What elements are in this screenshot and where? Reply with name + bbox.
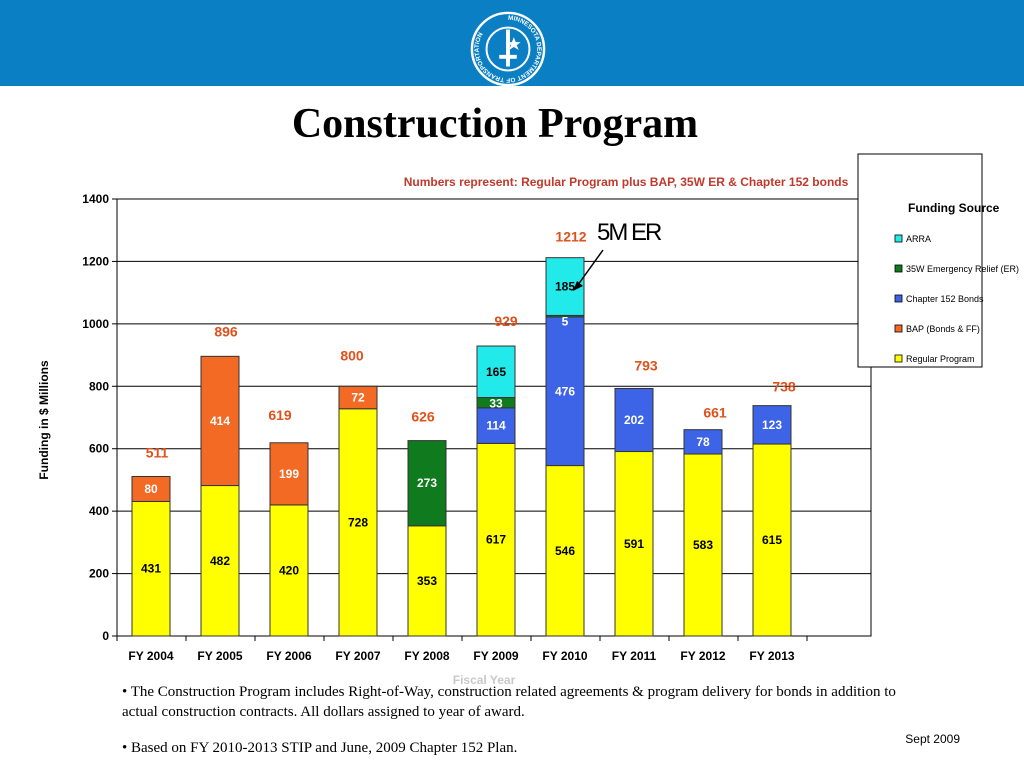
legend-swatch — [894, 294, 903, 303]
total-label: 929 — [494, 313, 518, 329]
bar-segment — [338, 385, 378, 410]
footnote-2: • Based on FY 2010-2013 STIP and June, 2… — [122, 740, 518, 756]
data-label: 165 — [486, 365, 506, 379]
data-label: 33 — [489, 397, 503, 411]
data-label: 199 — [279, 467, 299, 481]
date-stamp: Sept 2009 — [905, 732, 960, 746]
legend-swatch — [894, 264, 903, 273]
data-label: 476 — [555, 384, 575, 398]
bar-segment — [545, 316, 585, 467]
bar-segment — [131, 500, 171, 637]
total-label: 738 — [772, 379, 796, 395]
legend-entry: 35W Emergency Relief (ER) — [906, 264, 1019, 274]
bar-segment — [683, 429, 723, 455]
legend-box — [857, 153, 983, 368]
total-label: 661 — [703, 405, 727, 421]
bar-segment — [131, 475, 171, 502]
y-axis-label: Funding in $ Millions — [37, 360, 51, 480]
bar-segment — [476, 407, 516, 444]
total-label: 1212 — [555, 229, 586, 245]
data-label: 546 — [555, 544, 575, 558]
y-tick-label: 0 — [102, 629, 109, 643]
data-label: 431 — [141, 562, 161, 576]
chart-subtitle: Numbers represent: Regular Program plus … — [404, 175, 849, 189]
footnote-1: • The Construction Program includes Righ… — [122, 684, 896, 720]
data-label: 615 — [762, 533, 782, 547]
data-label: 728 — [348, 515, 368, 529]
data-label: 482 — [210, 554, 230, 568]
bar-segment — [752, 405, 792, 445]
bar-segment — [200, 485, 240, 637]
y-tick-label: 200 — [89, 567, 109, 581]
y-tick-label: 1200 — [82, 254, 109, 268]
bar-segment — [683, 453, 723, 637]
data-label: 78 — [696, 435, 710, 449]
annotation-arrowhead — [573, 281, 583, 291]
total-label: 511 — [146, 444, 169, 460]
legend-swatch — [894, 324, 903, 333]
legend-entry: ARRA — [906, 234, 931, 244]
data-label: 123 — [762, 418, 782, 432]
bar-segment — [614, 451, 654, 637]
bar-segment — [476, 345, 516, 399]
total-label: 800 — [340, 347, 364, 363]
y-tick-label: 1000 — [82, 317, 109, 331]
x-tick-label: FY 2007 — [335, 649, 380, 663]
total-label: 793 — [634, 357, 658, 373]
legend-swatch — [894, 234, 903, 243]
y-tick-label: 400 — [89, 504, 109, 518]
x-tick-label: FY 2004 — [128, 649, 173, 663]
data-label: 80 — [144, 482, 158, 496]
data-label: 273 — [417, 476, 437, 490]
data-label: 414 — [210, 414, 230, 428]
x-tick-label: FY 2011 — [612, 649, 657, 663]
total-label: 626 — [411, 409, 435, 425]
y-tick-label: 800 — [89, 379, 109, 393]
bar-segment — [407, 525, 447, 637]
annotation-text: 5M ER — [597, 219, 662, 246]
bar-segment — [407, 440, 447, 527]
legend-entry: BAP (Bonds & FF) — [906, 324, 980, 334]
x-tick-label: FY 2009 — [473, 649, 518, 663]
total-label: 896 — [214, 323, 238, 339]
bar-segment — [269, 504, 309, 637]
footnotes: • The Construction Program includes Righ… — [122, 682, 902, 774]
data-label: 583 — [693, 538, 713, 552]
x-tick-label: FY 2008 — [404, 649, 449, 663]
legend-entry: Chapter 152 Bonds — [906, 294, 984, 304]
x-tick-label: FY 2006 — [266, 649, 311, 663]
x-tick-label: FY 2010 — [542, 649, 587, 663]
page-title: Construction Program — [291, 101, 699, 147]
bar-segment — [338, 408, 378, 637]
data-label: 420 — [279, 563, 299, 577]
data-label: 72 — [351, 391, 365, 405]
x-axis-label: Fiscal Year — [453, 673, 516, 687]
x-tick-label: FY 2005 — [197, 649, 242, 663]
legend-entry: Regular Program — [906, 354, 975, 364]
annotation-arrow — [574, 249, 604, 290]
bar-segment — [200, 355, 240, 487]
x-tick-label: FY 2013 — [749, 649, 794, 663]
mndot-logo: MINNESOTA DEPARTMENT OF TRANSPORTATION — [470, 11, 546, 87]
x-tick-label: FY 2012 — [680, 649, 725, 663]
data-label: 353 — [417, 574, 437, 588]
bar-segment — [614, 387, 654, 453]
legend-title: Funding Source — [908, 201, 1000, 215]
bar-segment — [269, 442, 309, 506]
total-label: 619 — [268, 407, 292, 423]
legend-swatch — [894, 354, 903, 363]
data-label: 591 — [624, 537, 644, 551]
data-label: 617 — [486, 533, 506, 547]
data-label: 202 — [624, 413, 644, 427]
data-label: 114 — [486, 419, 506, 433]
data-label: 5 — [562, 314, 569, 328]
y-tick-label: 600 — [89, 442, 109, 456]
y-tick-label: 1400 — [82, 192, 109, 206]
data-label: 185 — [555, 280, 575, 294]
